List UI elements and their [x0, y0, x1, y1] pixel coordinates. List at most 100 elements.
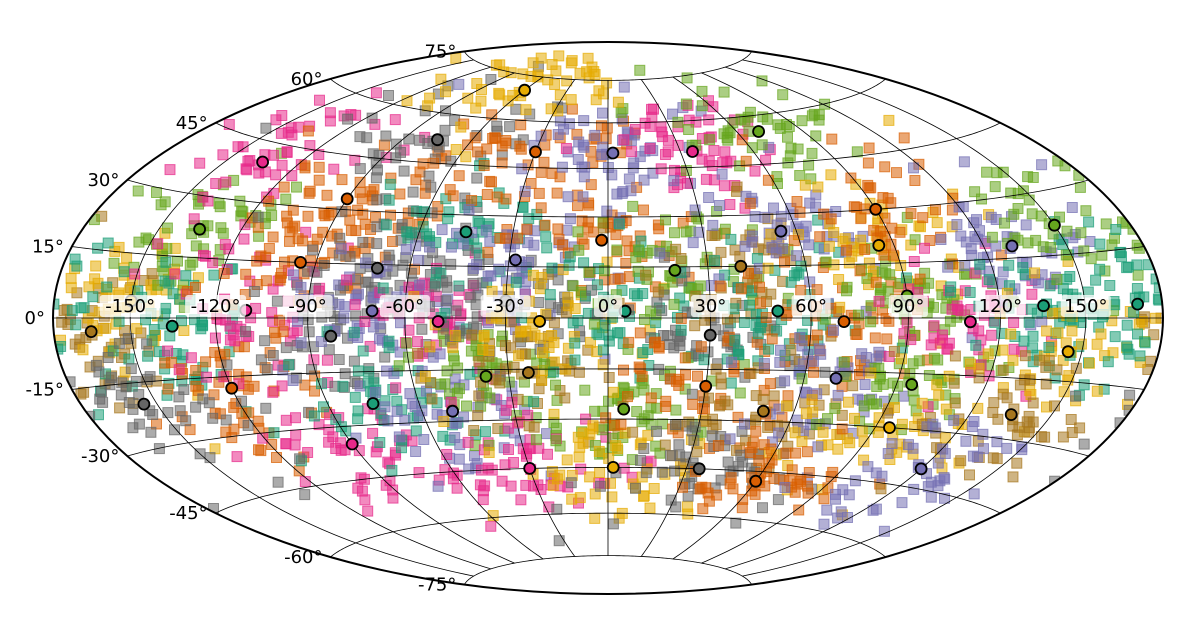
scatter-marker — [333, 354, 345, 365]
center-marker — [446, 404, 460, 418]
scatter-marker — [180, 270, 192, 282]
scatter-marker — [887, 377, 899, 389]
scatter-marker — [440, 105, 451, 117]
scatter-marker — [1011, 457, 1023, 469]
center-marker — [668, 263, 682, 277]
scatter-marker — [306, 364, 318, 375]
scatter-marker — [811, 329, 823, 341]
scatter-marker — [382, 415, 394, 427]
scatter-marker — [681, 72, 693, 84]
center-marker — [366, 397, 380, 410]
scatter-marker — [803, 467, 815, 478]
scatter-marker — [842, 512, 853, 523]
scatter-marker — [607, 518, 619, 530]
scatter-marker — [65, 272, 77, 284]
scatter-marker — [768, 202, 779, 214]
latitude-tick-label: -60° — [284, 547, 322, 568]
scatter-marker — [645, 392, 657, 404]
scatter-marker — [475, 95, 487, 107]
scatter-marker — [178, 325, 190, 336]
latitude-tick-label: -45° — [169, 503, 207, 524]
longitude-gridline — [129, 59, 474, 577]
scatter-marker — [123, 353, 135, 365]
scatter-marker — [675, 324, 687, 336]
scatter-marker — [978, 443, 989, 455]
scatter-marker — [829, 402, 841, 414]
scatter-marker — [226, 432, 238, 444]
scatter-marker — [1013, 421, 1025, 433]
scatter-marker — [810, 418, 822, 430]
scatter-marker — [431, 408, 443, 420]
scatter-marker — [901, 317, 913, 329]
scatter-marker — [807, 406, 819, 418]
scatter-marker — [1039, 431, 1051, 443]
scatter-marker — [207, 412, 219, 424]
scatter-marker — [597, 107, 608, 119]
scatter-marker — [585, 336, 596, 348]
latitude-tick-label: 15° — [32, 237, 64, 258]
scatter-marker — [342, 113, 354, 125]
scatter-marker — [669, 227, 680, 239]
scatter-marker — [503, 444, 514, 455]
scatter-marker — [565, 477, 577, 489]
scatter-marker — [151, 187, 162, 198]
scatter-marker — [303, 326, 315, 338]
scatter-marker — [272, 476, 284, 488]
scatter-marker — [667, 276, 679, 288]
scatter-marker — [654, 247, 666, 259]
scatter-marker — [1121, 319, 1133, 331]
scatter-marker — [782, 390, 794, 402]
scatter-marker — [803, 159, 815, 171]
scatter-marker — [522, 409, 534, 421]
longitude-tick-background — [888, 295, 928, 317]
center-marker — [533, 314, 546, 328]
scatter-marker — [502, 95, 514, 107]
scatter-marker — [486, 285, 498, 297]
scatter-marker — [477, 494, 489, 506]
scatter-marker — [541, 428, 552, 440]
scatter-marker — [734, 250, 746, 262]
scatter-marker — [597, 359, 609, 371]
scatter-marker — [719, 146, 731, 158]
scatter-marker — [88, 214, 100, 226]
scatter-marker — [716, 168, 728, 180]
scatter-marker — [851, 146, 863, 158]
scatter-marker — [220, 176, 232, 188]
scatter-marker — [1018, 335, 1030, 347]
scatter-marker — [463, 204, 475, 216]
latitude-tick-label: 45° — [176, 113, 208, 134]
scatter-marker — [863, 257, 875, 269]
scatter-marker — [493, 263, 505, 275]
scatter-marker — [286, 129, 298, 141]
center-marker — [883, 421, 896, 435]
scatter-marker — [129, 268, 141, 280]
scatter-marker — [638, 443, 650, 454]
scatter-marker — [802, 480, 813, 492]
scatter-marker — [267, 386, 279, 398]
scatter-marker — [292, 233, 304, 245]
scatter-marker — [1074, 181, 1086, 193]
scatter-marker — [1012, 203, 1024, 214]
scatter-marker — [785, 142, 797, 154]
center-marker — [84, 325, 98, 339]
scatter-marker — [775, 344, 786, 356]
scatter-marker — [1008, 343, 1020, 355]
scatter-marker — [147, 409, 159, 420]
scatter-marker — [939, 492, 950, 504]
scatter-marker — [1041, 325, 1053, 337]
scatter-marker — [484, 235, 496, 247]
scatter-marker — [885, 238, 897, 250]
scatter-marker — [583, 267, 595, 278]
scatter-marker — [1026, 303, 1037, 315]
scatter-marker — [708, 255, 720, 267]
scatter-marker — [928, 301, 939, 313]
scatter-marker — [240, 163, 252, 175]
scatter-marker — [766, 241, 778, 253]
scatter-marker — [708, 145, 720, 156]
scatter-marker — [768, 390, 780, 402]
scatter-marker — [462, 436, 474, 448]
latitude-tick-label: -75° — [418, 575, 456, 596]
scatter-marker — [689, 320, 701, 332]
scatter-marker — [688, 434, 700, 446]
scatter-marker — [700, 416, 712, 427]
